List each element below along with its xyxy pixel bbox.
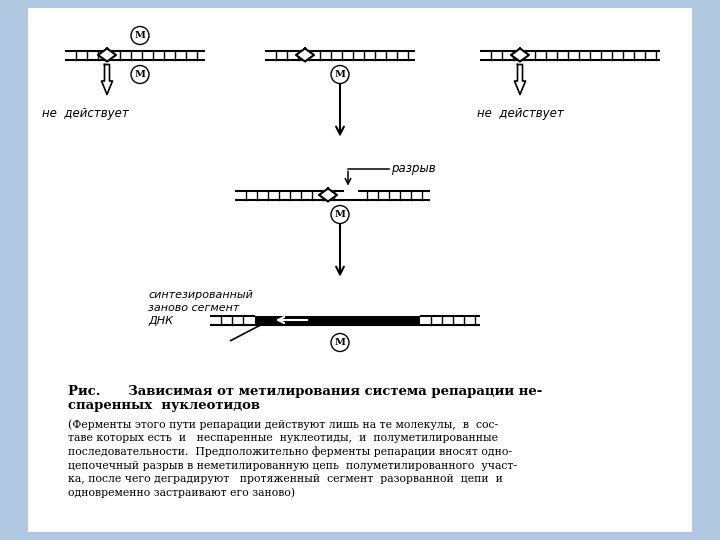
Circle shape <box>331 206 349 224</box>
Polygon shape <box>515 64 526 94</box>
Text: M: M <box>335 70 346 79</box>
Circle shape <box>131 26 149 44</box>
Polygon shape <box>319 188 337 201</box>
Text: спаренных  нуклеотидов: спаренных нуклеотидов <box>68 399 260 412</box>
Text: синтезированный
заново сегмент
ДНК: синтезированный заново сегмент ДНК <box>148 290 253 326</box>
FancyBboxPatch shape <box>28 8 692 532</box>
Text: разрыв: разрыв <box>391 162 436 175</box>
Circle shape <box>331 65 349 84</box>
Text: не  действует: не действует <box>477 107 563 120</box>
Text: Рис.      Зависимая от метилирования система репарации не-: Рис. Зависимая от метилирования система … <box>68 385 542 398</box>
Text: не  действует: не действует <box>42 107 128 120</box>
Circle shape <box>131 65 149 84</box>
Text: (Ферменты этого пути репарации действуют лишь на те молекулы,  в  сос-
таве кото: (Ферменты этого пути репарации действуют… <box>68 419 517 498</box>
Polygon shape <box>296 49 314 62</box>
Circle shape <box>331 334 349 352</box>
Bar <box>255 315 420 325</box>
Text: M: M <box>335 338 346 347</box>
Text: M: M <box>135 70 145 79</box>
Text: M: M <box>135 31 145 40</box>
Polygon shape <box>98 49 116 62</box>
Polygon shape <box>102 64 112 94</box>
Polygon shape <box>511 49 529 62</box>
Text: M: M <box>335 210 346 219</box>
